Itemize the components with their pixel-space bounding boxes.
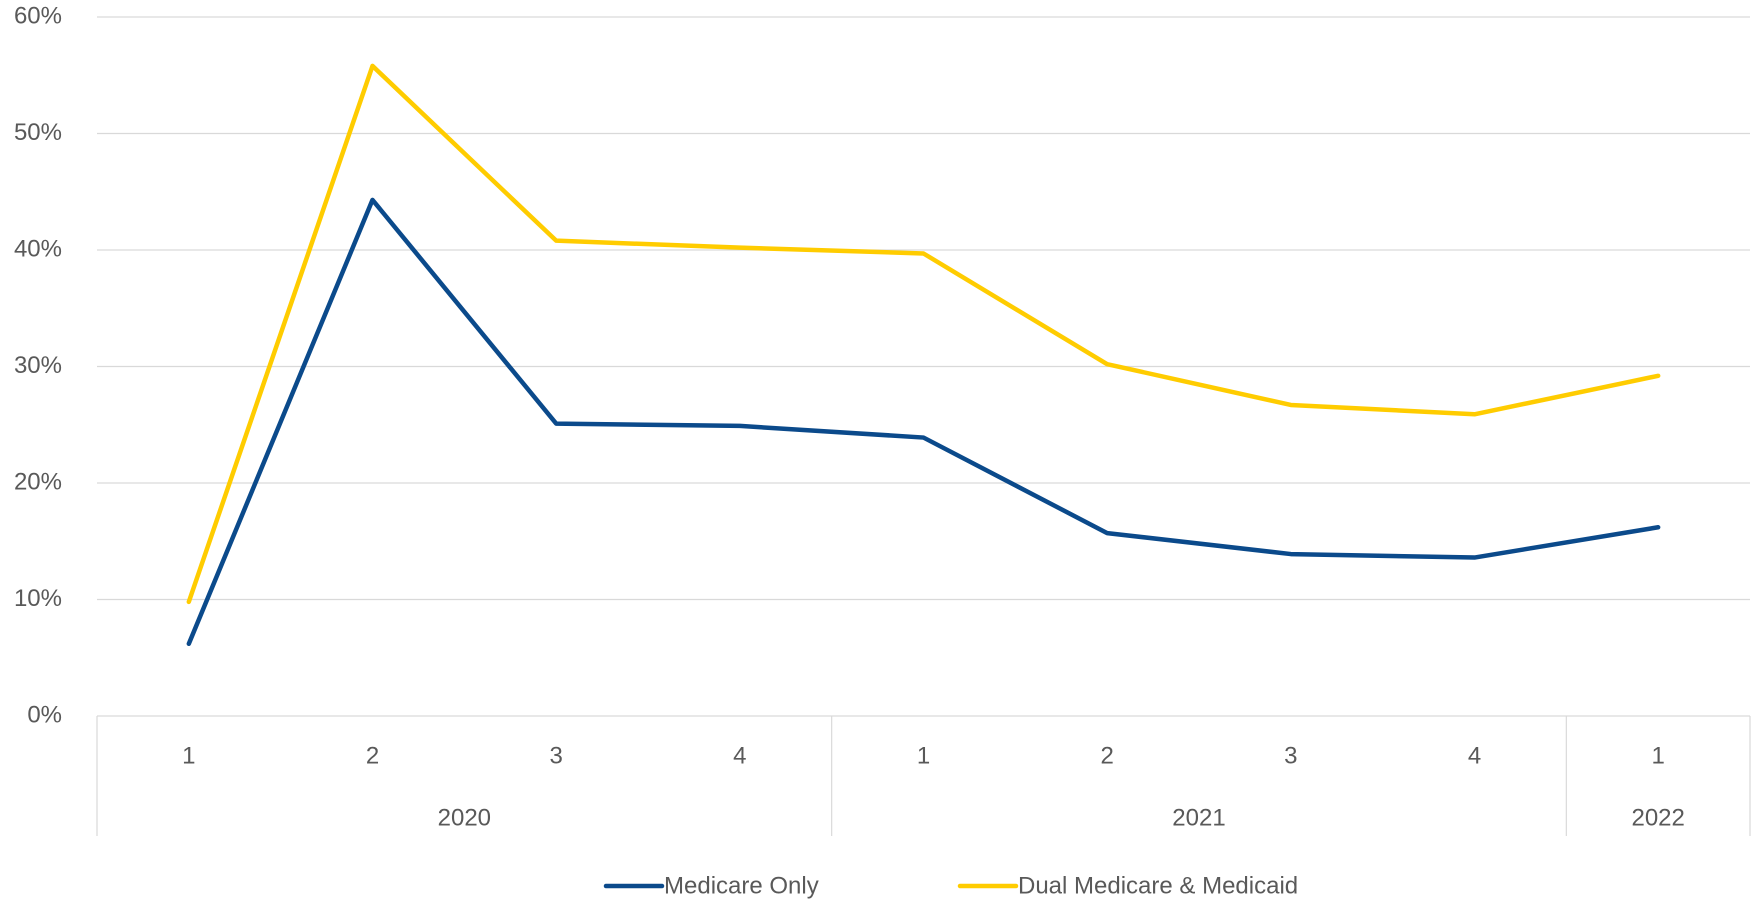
y-tick-label: 60% [14, 2, 62, 29]
x-tick-label: 2 [1100, 742, 1113, 769]
x-tick-label: 3 [1284, 742, 1297, 769]
x-tick-label: 2 [366, 742, 379, 769]
series-line [186, 197, 1661, 647]
y-tick-label: 40% [14, 235, 62, 262]
x-tick-label: 1 [182, 742, 195, 769]
legend-label: Dual Medicare & Medicaid [1018, 872, 1298, 899]
x-tick-label: 4 [733, 742, 746, 769]
y-tick-label: 20% [14, 468, 62, 495]
y-tick-label: 0% [27, 701, 62, 728]
x-group-label: 2021 [1172, 804, 1225, 831]
x-tick-label: 4 [1468, 742, 1481, 769]
series-line [186, 63, 1661, 605]
y-tick-label: 30% [14, 352, 62, 379]
legend-label: Medicare Only [664, 872, 819, 899]
x-group-label: 2020 [438, 804, 491, 831]
x-tick-label: 1 [917, 742, 930, 769]
x-tick-label: 3 [549, 742, 562, 769]
y-tick-label: 50% [14, 119, 62, 146]
y-tick-label: 10% [14, 585, 62, 612]
x-group-label: 2022 [1631, 804, 1684, 831]
x-tick-label: 1 [1651, 742, 1664, 769]
